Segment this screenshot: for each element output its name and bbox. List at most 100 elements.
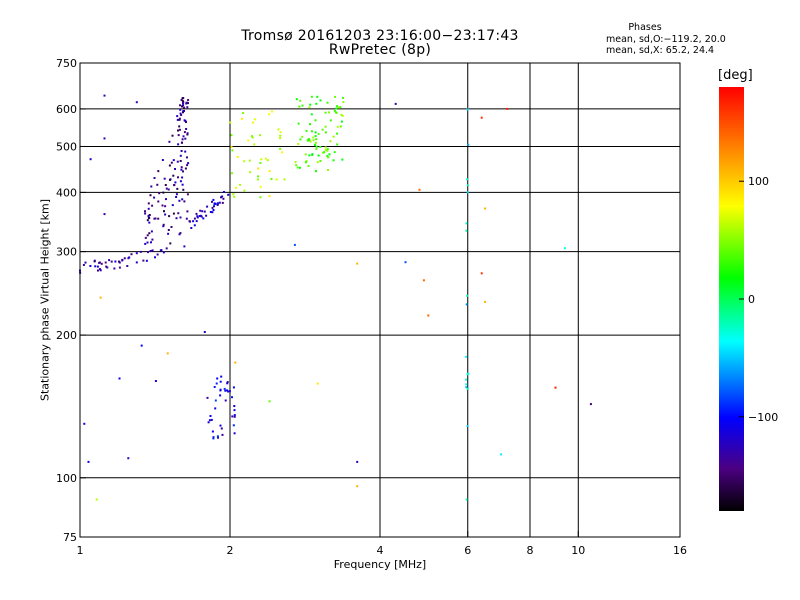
data-point <box>304 161 307 164</box>
data-point <box>181 183 184 186</box>
data-point <box>484 207 487 210</box>
data-point <box>270 178 273 180</box>
data-point <box>177 212 180 215</box>
data-point <box>224 389 227 392</box>
data-point <box>147 202 150 205</box>
x-tick-label: 2 <box>227 544 234 557</box>
data-point <box>193 217 196 220</box>
data-point <box>127 257 130 260</box>
data-point <box>242 112 245 114</box>
data-point <box>226 389 229 392</box>
data-point <box>319 99 322 102</box>
data-point <box>305 160 308 163</box>
data-point <box>99 269 102 272</box>
data-point <box>228 390 231 393</box>
data-point <box>427 314 430 317</box>
y-tick-label: 500 <box>56 140 77 153</box>
grid-lines <box>80 63 680 537</box>
data-point <box>257 175 260 178</box>
data-point <box>196 215 199 218</box>
data-point <box>163 177 166 180</box>
data-point <box>554 386 557 389</box>
colorbar-tick-label: 100 <box>748 175 769 188</box>
data-point <box>328 153 331 156</box>
data-point <box>186 164 189 167</box>
data-point <box>176 118 179 121</box>
data-point <box>164 205 167 208</box>
data-point <box>277 128 280 131</box>
data-point <box>156 253 159 256</box>
data-point <box>332 159 335 162</box>
data-point <box>305 129 308 132</box>
data-point <box>307 138 310 140</box>
data-point <box>186 132 189 135</box>
data-point <box>213 205 215 208</box>
data-point <box>234 361 237 364</box>
data-point <box>148 216 151 219</box>
data-point <box>309 103 312 106</box>
data-point <box>151 238 154 241</box>
data-point <box>310 113 313 116</box>
data-point <box>465 498 468 501</box>
data-point <box>188 220 191 223</box>
data-point <box>299 138 302 141</box>
data-point <box>257 178 259 181</box>
data-point <box>162 191 165 194</box>
data-point <box>104 261 107 264</box>
data-point <box>257 167 260 170</box>
y-tick-label: 75 <box>63 531 77 544</box>
data-point <box>316 161 319 164</box>
data-point <box>147 251 149 254</box>
data-point <box>185 121 187 123</box>
data-point <box>196 216 199 219</box>
data-point <box>150 230 153 233</box>
data-point <box>264 157 267 160</box>
data-point <box>95 498 98 501</box>
data-point <box>193 224 196 227</box>
data-point <box>172 159 175 162</box>
data-point <box>103 137 106 140</box>
data-point <box>252 121 255 124</box>
data-point <box>212 198 215 201</box>
data-point <box>327 156 330 158</box>
data-point <box>216 377 219 380</box>
data-point <box>259 185 262 188</box>
data-point <box>181 105 184 108</box>
data-point <box>165 247 168 250</box>
data-point <box>118 377 121 380</box>
data-point <box>184 150 187 153</box>
data-point <box>466 425 469 427</box>
data-point <box>148 232 151 235</box>
data-point <box>223 191 225 193</box>
data-point <box>167 188 170 191</box>
data-point <box>342 96 344 99</box>
data-point <box>157 170 160 173</box>
data-point <box>324 149 327 152</box>
data-point <box>231 172 233 175</box>
data-point <box>295 164 298 167</box>
y-tick-label: 100 <box>56 472 77 485</box>
data-point <box>506 107 509 110</box>
data-point <box>150 185 153 188</box>
data-point <box>172 212 175 215</box>
data-point <box>183 245 186 248</box>
x-tick-label: 4 <box>377 544 384 557</box>
phase-stats-title: Phases <box>628 22 662 33</box>
data-point <box>164 213 167 216</box>
data-point <box>211 211 214 214</box>
data-point <box>326 148 329 150</box>
data-point <box>404 261 407 264</box>
data-point <box>150 241 152 244</box>
data-point <box>96 265 99 268</box>
data-point <box>219 389 222 392</box>
data-point <box>253 143 256 146</box>
x-axis-label: Frequency [MHz] <box>333 558 427 571</box>
data-point <box>219 380 222 383</box>
data-point <box>324 111 327 114</box>
data-point <box>179 180 182 183</box>
data-point <box>185 128 188 130</box>
data-point <box>83 422 86 425</box>
data-point <box>162 225 165 228</box>
data-point <box>248 159 251 162</box>
data-point <box>304 153 307 156</box>
